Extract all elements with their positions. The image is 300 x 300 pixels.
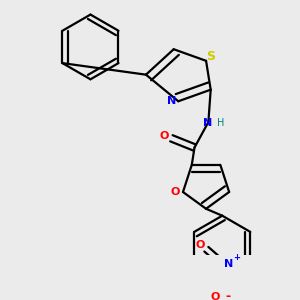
Text: N: N bbox=[202, 118, 212, 128]
Text: O: O bbox=[170, 187, 180, 197]
Text: N: N bbox=[167, 96, 176, 106]
Text: -: - bbox=[226, 290, 231, 300]
Text: O: O bbox=[211, 292, 220, 300]
Text: N: N bbox=[224, 259, 233, 269]
Text: S: S bbox=[206, 50, 215, 63]
Text: +: + bbox=[233, 253, 240, 262]
Text: O: O bbox=[160, 131, 169, 141]
Text: O: O bbox=[196, 240, 205, 250]
Text: H: H bbox=[218, 118, 225, 128]
